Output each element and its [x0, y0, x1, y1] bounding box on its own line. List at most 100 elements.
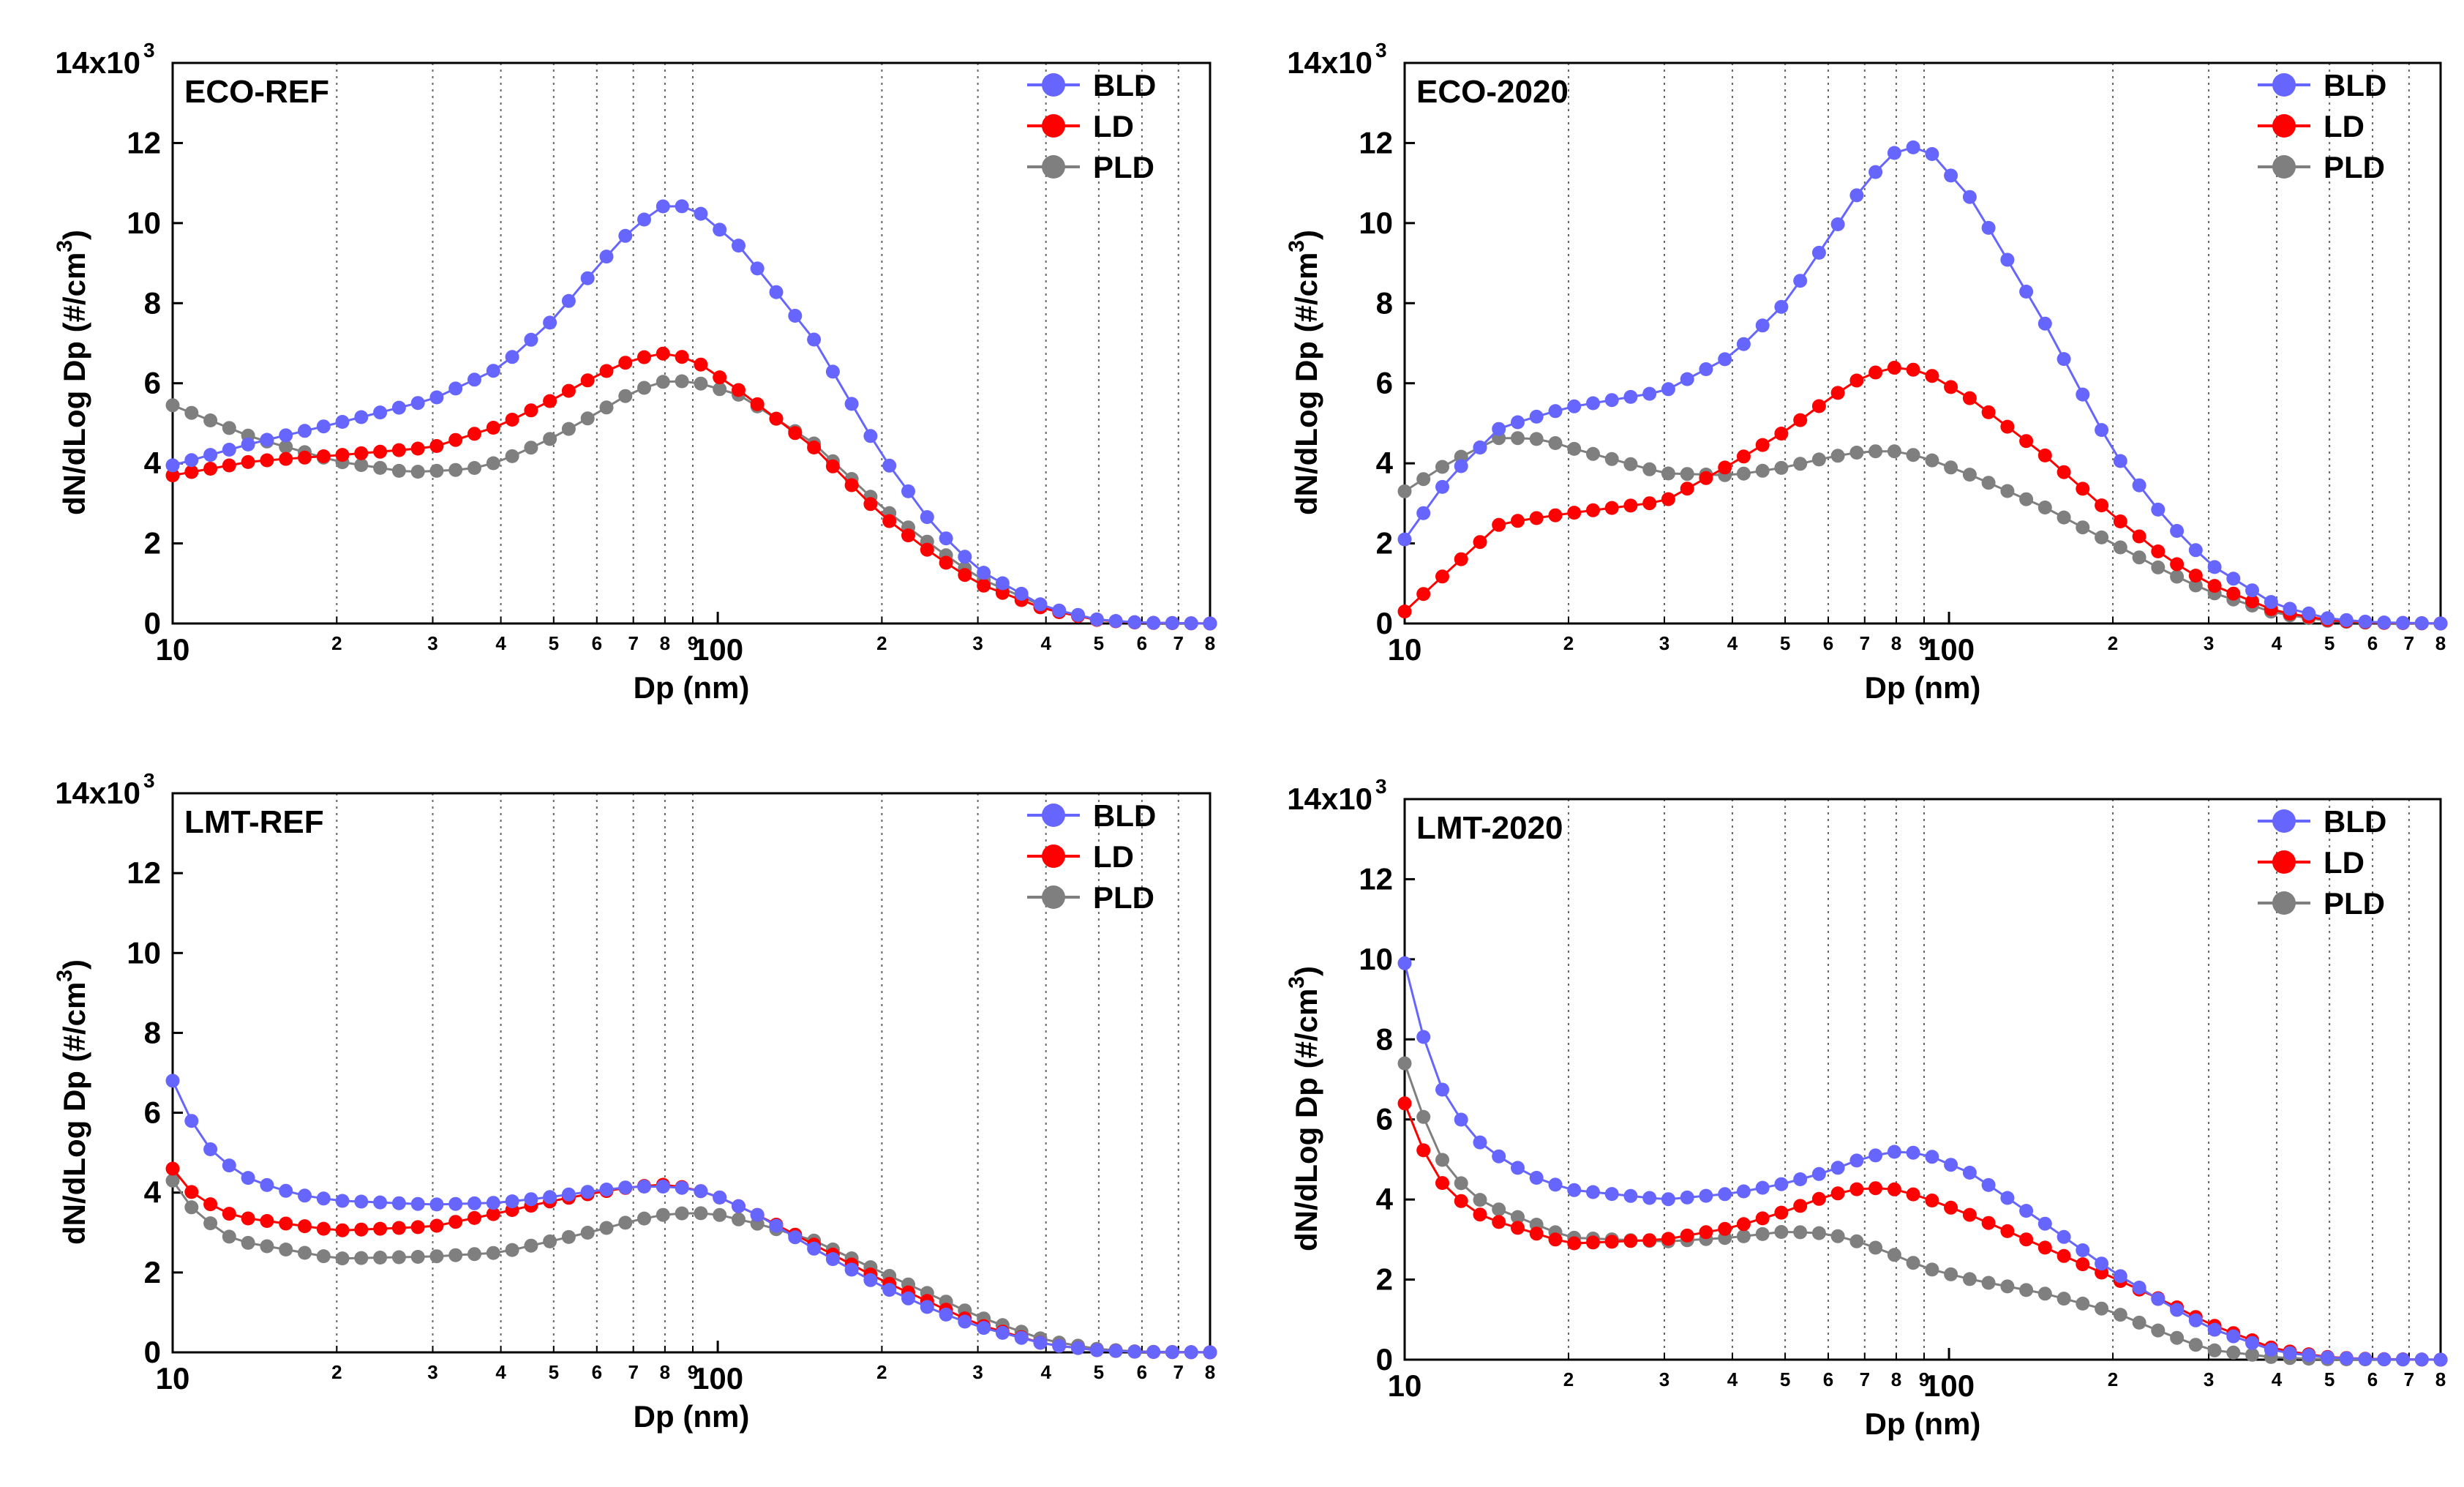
- data-point-ld: [599, 364, 614, 378]
- data-point-ld: [2095, 498, 2109, 513]
- data-point-bld: [165, 458, 180, 473]
- x-minor-tick-label: 6: [1137, 1361, 1147, 1383]
- data-point-pld: [2170, 1330, 2185, 1345]
- y-axis-label: dN/dLog Dp (#/cm3): [53, 959, 91, 1245]
- data-point-bld: [977, 566, 991, 580]
- data-point-ld: [1811, 399, 1826, 413]
- data-point-pld: [1944, 460, 1958, 475]
- data-point-bld: [1661, 382, 1675, 397]
- data-point-bld: [995, 576, 1010, 591]
- data-point-pld: [2132, 550, 2146, 565]
- data-point-ld: [1642, 1233, 1657, 1248]
- data-point-bld: [1925, 147, 1939, 161]
- data-point-bld: [1492, 422, 1506, 436]
- data-point-ld: [882, 514, 897, 528]
- data-point-bld: [391, 400, 406, 415]
- x-tick-label: 10: [1388, 632, 1422, 667]
- data-point-bld: [1548, 1177, 1563, 1192]
- data-point-bld: [429, 390, 444, 405]
- y-tick-label: 0: [144, 1335, 161, 1369]
- data-point-pld: [467, 461, 481, 475]
- data-point-bld: [1052, 603, 1067, 618]
- data-point-pld: [637, 1211, 651, 1226]
- legend: BLD LD PLD: [1027, 68, 1156, 184]
- data-point-bld: [543, 1190, 557, 1205]
- data-point-pld: [335, 1251, 350, 1266]
- x-axis-label: Dp (nm): [634, 670, 750, 705]
- data-point-ld: [524, 403, 538, 418]
- data-point-ld: [2037, 1240, 2052, 1255]
- data-point-ld: [1680, 482, 1694, 496]
- data-point-bld: [995, 1325, 1010, 1340]
- y-tick-exponent: 3: [143, 769, 155, 792]
- data-point-ld: [1906, 1187, 1920, 1202]
- data-point-bld: [958, 550, 972, 564]
- data-point-bld: [1755, 1180, 1770, 1195]
- data-point-bld: [2113, 454, 2127, 468]
- data-point-bld: [2226, 572, 2241, 586]
- data-point-bld: [1736, 337, 1751, 351]
- panel-title: ECO-2020: [1416, 74, 1569, 110]
- data-point-ld: [184, 465, 199, 479]
- x-minor-tick-label: 8: [1891, 1368, 1901, 1390]
- x-tick-label: 100: [692, 1361, 743, 1396]
- series-pld: [1397, 431, 2448, 631]
- data-point-ld: [2113, 514, 2127, 528]
- data-point-ld: [1567, 506, 1582, 520]
- y-tick-label: 2: [1376, 1262, 1393, 1297]
- y-axis-label-text: dN/dLog Dp (#/cm: [1289, 989, 1323, 1251]
- series-bld: [165, 1074, 1217, 1360]
- legend-label-ld: LD: [2324, 109, 2365, 143]
- y-tick-label: 4: [1376, 446, 1394, 480]
- data-point-pld: [410, 465, 425, 479]
- series-line-bld: [1403, 146, 2441, 625]
- data-point-bld: [863, 1273, 878, 1287]
- data-point-bld: [1397, 956, 1412, 970]
- x-minor-tick-label: 6: [1137, 632, 1147, 654]
- x-tick-label: 100: [692, 632, 743, 667]
- data-point-bld: [732, 1199, 745, 1213]
- data-point-ld: [260, 453, 274, 468]
- data-point-bld: [901, 484, 915, 498]
- data-point-bld: [1944, 168, 1958, 183]
- x-minor-tick-label: 7: [1173, 1361, 1184, 1383]
- data-point-bld: [1567, 399, 1582, 413]
- legend-label-bld: BLD: [1093, 798, 1156, 833]
- data-point-pld: [2226, 1345, 2241, 1360]
- data-point-ld: [618, 356, 633, 370]
- x-minor-tick-label: 2: [331, 1361, 342, 1383]
- data-point-ld: [1473, 1207, 1487, 1222]
- legend-marker: [1042, 885, 1065, 909]
- data-point-pld: [1642, 462, 1657, 476]
- data-point-bld: [769, 1218, 784, 1233]
- data-point-ld: [241, 1211, 255, 1226]
- legend-marker: [2272, 114, 2296, 138]
- plot-frame: [171, 792, 1212, 1354]
- data-point-bld: [1718, 352, 1732, 367]
- data-point-pld: [203, 1216, 218, 1231]
- data-point-ld: [2076, 1257, 2090, 1272]
- data-point-pld: [2057, 1292, 2071, 1306]
- data-point-pld: [2207, 1343, 2222, 1357]
- y-tick-label: 12: [1359, 861, 1393, 896]
- data-point-pld: [1586, 446, 1600, 461]
- data-point-pld: [279, 440, 293, 454]
- data-point-bld: [1811, 1166, 1826, 1181]
- data-point-bld: [675, 199, 689, 214]
- data-point-ld: [1736, 449, 1751, 464]
- series-line-bld: [172, 205, 1211, 625]
- data-point-bld: [279, 428, 293, 443]
- x-minor-tick-label: 8: [2435, 1368, 2446, 1390]
- data-point-ld: [2037, 448, 2052, 462]
- data-point-bld: [713, 222, 727, 237]
- data-point-bld: [1567, 1183, 1582, 1197]
- data-point-ld: [354, 1222, 369, 1237]
- legend-label-pld: PLD: [2324, 150, 2385, 184]
- data-point-bld: [2358, 615, 2373, 629]
- data-point-ld: [298, 1219, 312, 1234]
- data-point-ld: [1868, 1181, 1883, 1196]
- data-point-pld: [637, 381, 651, 395]
- data-point-pld: [2113, 540, 2127, 555]
- data-point-bld: [391, 1196, 406, 1210]
